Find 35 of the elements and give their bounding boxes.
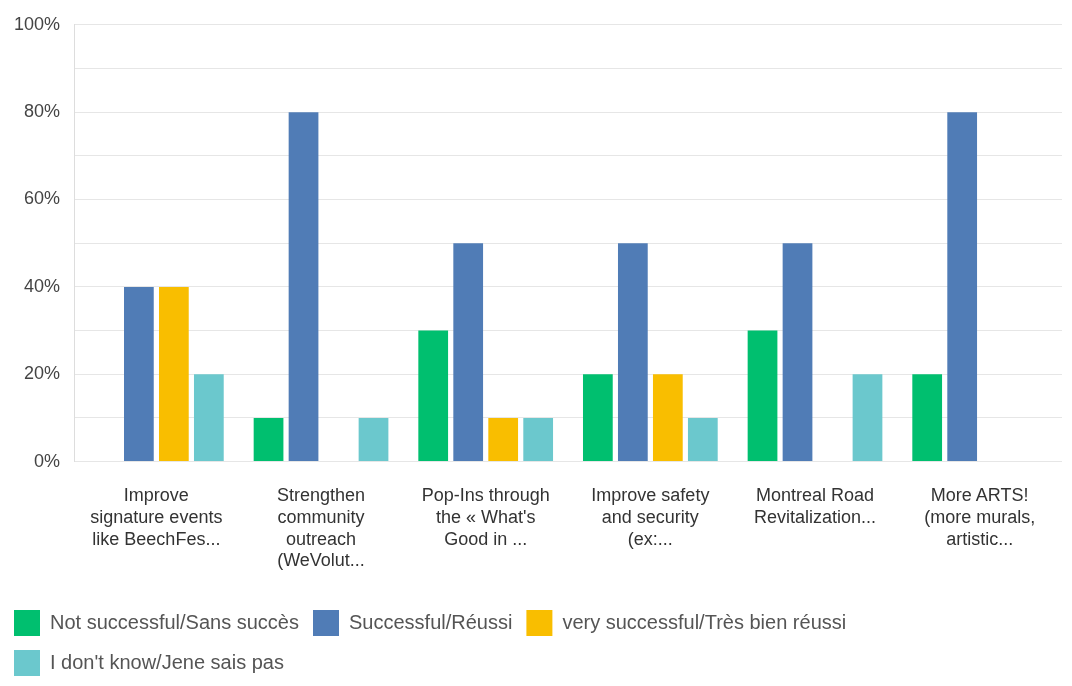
bar — [124, 286, 154, 462]
x-tick-label: Improve signature events like BeechFes... — [90, 485, 223, 549]
y-tick-label: 80% — [24, 101, 61, 122]
bar — [193, 374, 224, 462]
y-tick-label: 40% — [24, 275, 61, 296]
legend-label: Not successful/Sans succès — [50, 610, 299, 633]
x-tick-label: Improve safety and security (ex:... — [591, 485, 710, 549]
bar — [852, 374, 883, 462]
x-tick-label: Montreal Road Revitalization... — [753, 485, 877, 527]
bar — [158, 286, 189, 462]
y-tick-label: 0% — [34, 450, 61, 471]
x-tick-label: Pop-Ins through the « What's Good in ... — [421, 485, 550, 549]
bar — [358, 417, 389, 462]
y-tick-label: 60% — [24, 188, 61, 209]
bar — [652, 374, 683, 462]
bar — [912, 374, 943, 462]
legend-label: Successful/Réussi — [348, 610, 513, 633]
bar — [488, 417, 519, 462]
bar — [687, 417, 718, 462]
bar — [747, 330, 778, 462]
y-tick-label: 20% — [24, 363, 61, 384]
legend-label: I don't know/Jene sais pas — [50, 650, 284, 673]
bar — [582, 374, 613, 462]
bar — [782, 243, 813, 462]
bar — [418, 330, 449, 462]
bar — [617, 243, 648, 462]
x-tick-label: More ARTS! (more murals, artistic... — [924, 485, 1036, 549]
bar — [253, 417, 284, 462]
legend-label: very successful/Très bien réussi — [562, 610, 847, 633]
bar — [288, 112, 319, 462]
bar — [453, 243, 484, 462]
bar — [523, 417, 554, 462]
x-tick-label: Strengthen community outreach (WeVolut... — [276, 485, 366, 571]
bar — [947, 112, 978, 462]
y-tick-label: 100% — [13, 13, 61, 34]
